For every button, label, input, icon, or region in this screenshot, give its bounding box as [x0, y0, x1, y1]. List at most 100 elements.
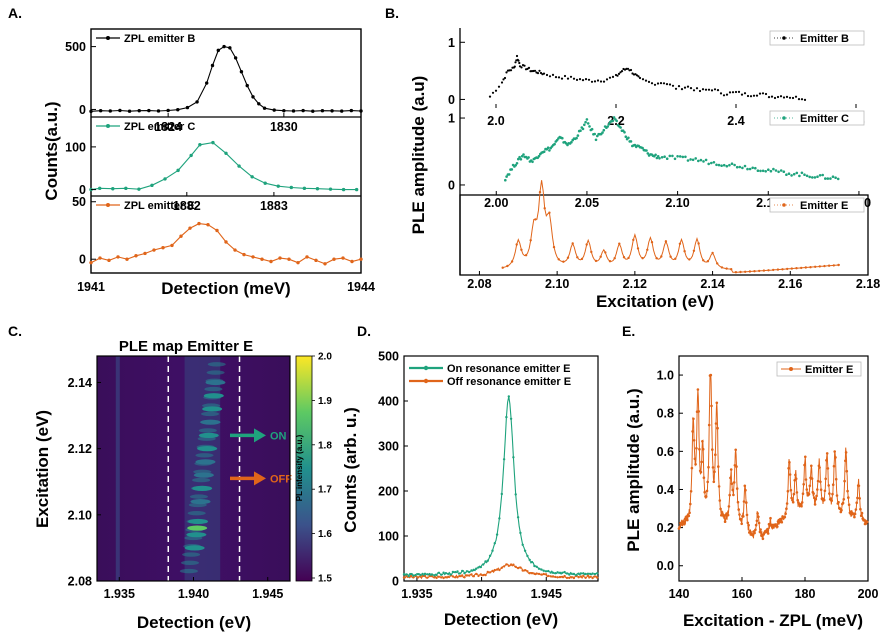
panel-b-point-3 [804, 266, 807, 269]
panel-a-point-3 [242, 252, 246, 257]
panel-e-point [859, 507, 862, 511]
panel-d-point [502, 565, 506, 568]
ple-map-spot [198, 428, 217, 433]
panel-a-ytick-label: 500 [65, 40, 86, 54]
panel-d-point [535, 565, 538, 568]
panel-b-point-2 [678, 155, 682, 158]
panel-d-point [402, 573, 406, 576]
panel-d-point [440, 576, 443, 579]
panel-e-point [834, 456, 837, 459]
panel-b-point-1 [488, 95, 492, 98]
panel-d-point [463, 572, 466, 575]
panel-b-line-3 [502, 180, 841, 273]
panel-d-point [416, 576, 420, 579]
panel-b-point-1 [502, 78, 505, 81]
panel-d-point [584, 572, 587, 576]
panel-b-point-1 [773, 96, 777, 100]
panel-d-ylabel: Counts (arb. u.) [341, 407, 360, 533]
panel-a-point-3 [287, 257, 291, 261]
panel-b-point-2 [542, 150, 546, 153]
ple-map-spot [205, 379, 226, 386]
panel-d-point [558, 571, 562, 574]
panel-d-point [435, 576, 438, 580]
panel-d-point [523, 569, 527, 572]
panel-a-legend-marker [106, 124, 110, 128]
panel-e-point [735, 487, 739, 490]
panel-d-point [535, 572, 538, 575]
panel-d-point [444, 572, 448, 575]
panel-e-point [819, 480, 822, 484]
panel-d-point [423, 572, 427, 575]
ple-map-arrowhead [254, 428, 266, 443]
panel-d-point [419, 573, 422, 577]
panel-b-xtick-label: 2.12 [623, 277, 647, 291]
panel-a-outer-xtick-left: 1941 [77, 280, 105, 294]
panel-d-point [570, 572, 573, 575]
panel-b-point-2 [515, 162, 519, 165]
panel-d-point [565, 576, 569, 580]
panel-a-point-2 [354, 187, 359, 192]
panel-a-point-3 [350, 259, 354, 264]
panel-b-point-1 [782, 96, 786, 99]
panel-b-point-1 [494, 89, 498, 92]
panel-e-point [678, 525, 682, 529]
panel-b-point-2 [759, 169, 762, 173]
panel-b-point-3 [515, 243, 518, 246]
panel-b-point-1 [728, 91, 732, 94]
panel-b-xtick-label: 2.10 [665, 196, 689, 210]
panel-d-point [582, 572, 585, 575]
panel-e-point [856, 496, 859, 500]
panel-b-point-3 [818, 265, 821, 268]
panel-e-point [694, 463, 697, 466]
panel-d-point [454, 570, 457, 574]
panel-a-point-1 [233, 56, 238, 60]
panel-e-point [860, 511, 864, 515]
panel-b-point-3 [618, 242, 621, 245]
panel-b-point-1 [689, 87, 693, 90]
panel-b-point-2 [699, 158, 703, 162]
panel-d-point [596, 576, 599, 579]
panel-b-point-3 [571, 242, 574, 245]
panel-b-point-1 [611, 75, 615, 78]
panel-d-point [426, 573, 429, 576]
panel-b-point-2 [754, 166, 757, 170]
panel-b-point-2 [782, 170, 786, 173]
panel-a-point-2 [189, 153, 193, 158]
panel-b-point-2 [767, 168, 770, 171]
panel-b-point-2 [795, 171, 799, 175]
panel-b-point-1 [767, 96, 771, 99]
panel-d-point [416, 573, 420, 576]
panel-d-legend-marker [423, 378, 429, 384]
panel-a-line-1 [90, 46, 362, 112]
panel-b-ylabel: PLE amplitude (a.u) [409, 76, 428, 235]
panel-d-point [414, 573, 417, 577]
panel-b-point-3 [599, 255, 602, 258]
panel-e-point [769, 516, 772, 520]
panel-e-point [842, 498, 846, 501]
panel-e-point [865, 520, 869, 524]
panel-b-xlabel: Excitation (eV) [596, 292, 714, 311]
panel-a-point-2 [315, 187, 320, 191]
panel-e-point [742, 515, 745, 518]
panel-b-point-3 [734, 271, 738, 274]
panel-b-point-1 [761, 92, 765, 95]
panel-a-point-2 [276, 184, 280, 188]
panel-b-point-2 [656, 155, 660, 158]
panel-e-point [731, 488, 734, 492]
panel-b-point-3 [678, 242, 682, 245]
panel-d-point [468, 570, 471, 574]
colorbar-tick-label: 1.8 [318, 440, 332, 451]
panel-b: 012.02.22.42.6Emitter B012.002.052.102.1… [409, 28, 880, 311]
panel-b-point-1 [659, 82, 663, 85]
panel-a-line-3 [90, 223, 362, 265]
panel-e-point [841, 501, 845, 505]
panel-d-point [456, 576, 459, 579]
panel-e-point [727, 505, 731, 508]
panel-d-point [540, 568, 543, 571]
panel-b-point-3 [552, 245, 556, 249]
panel-e-point [735, 465, 738, 468]
panel-b-point-1 [520, 66, 523, 69]
panel-b-point-1 [758, 92, 762, 95]
panel-e-point [825, 459, 828, 462]
panel-b-legend-marker [782, 203, 786, 207]
